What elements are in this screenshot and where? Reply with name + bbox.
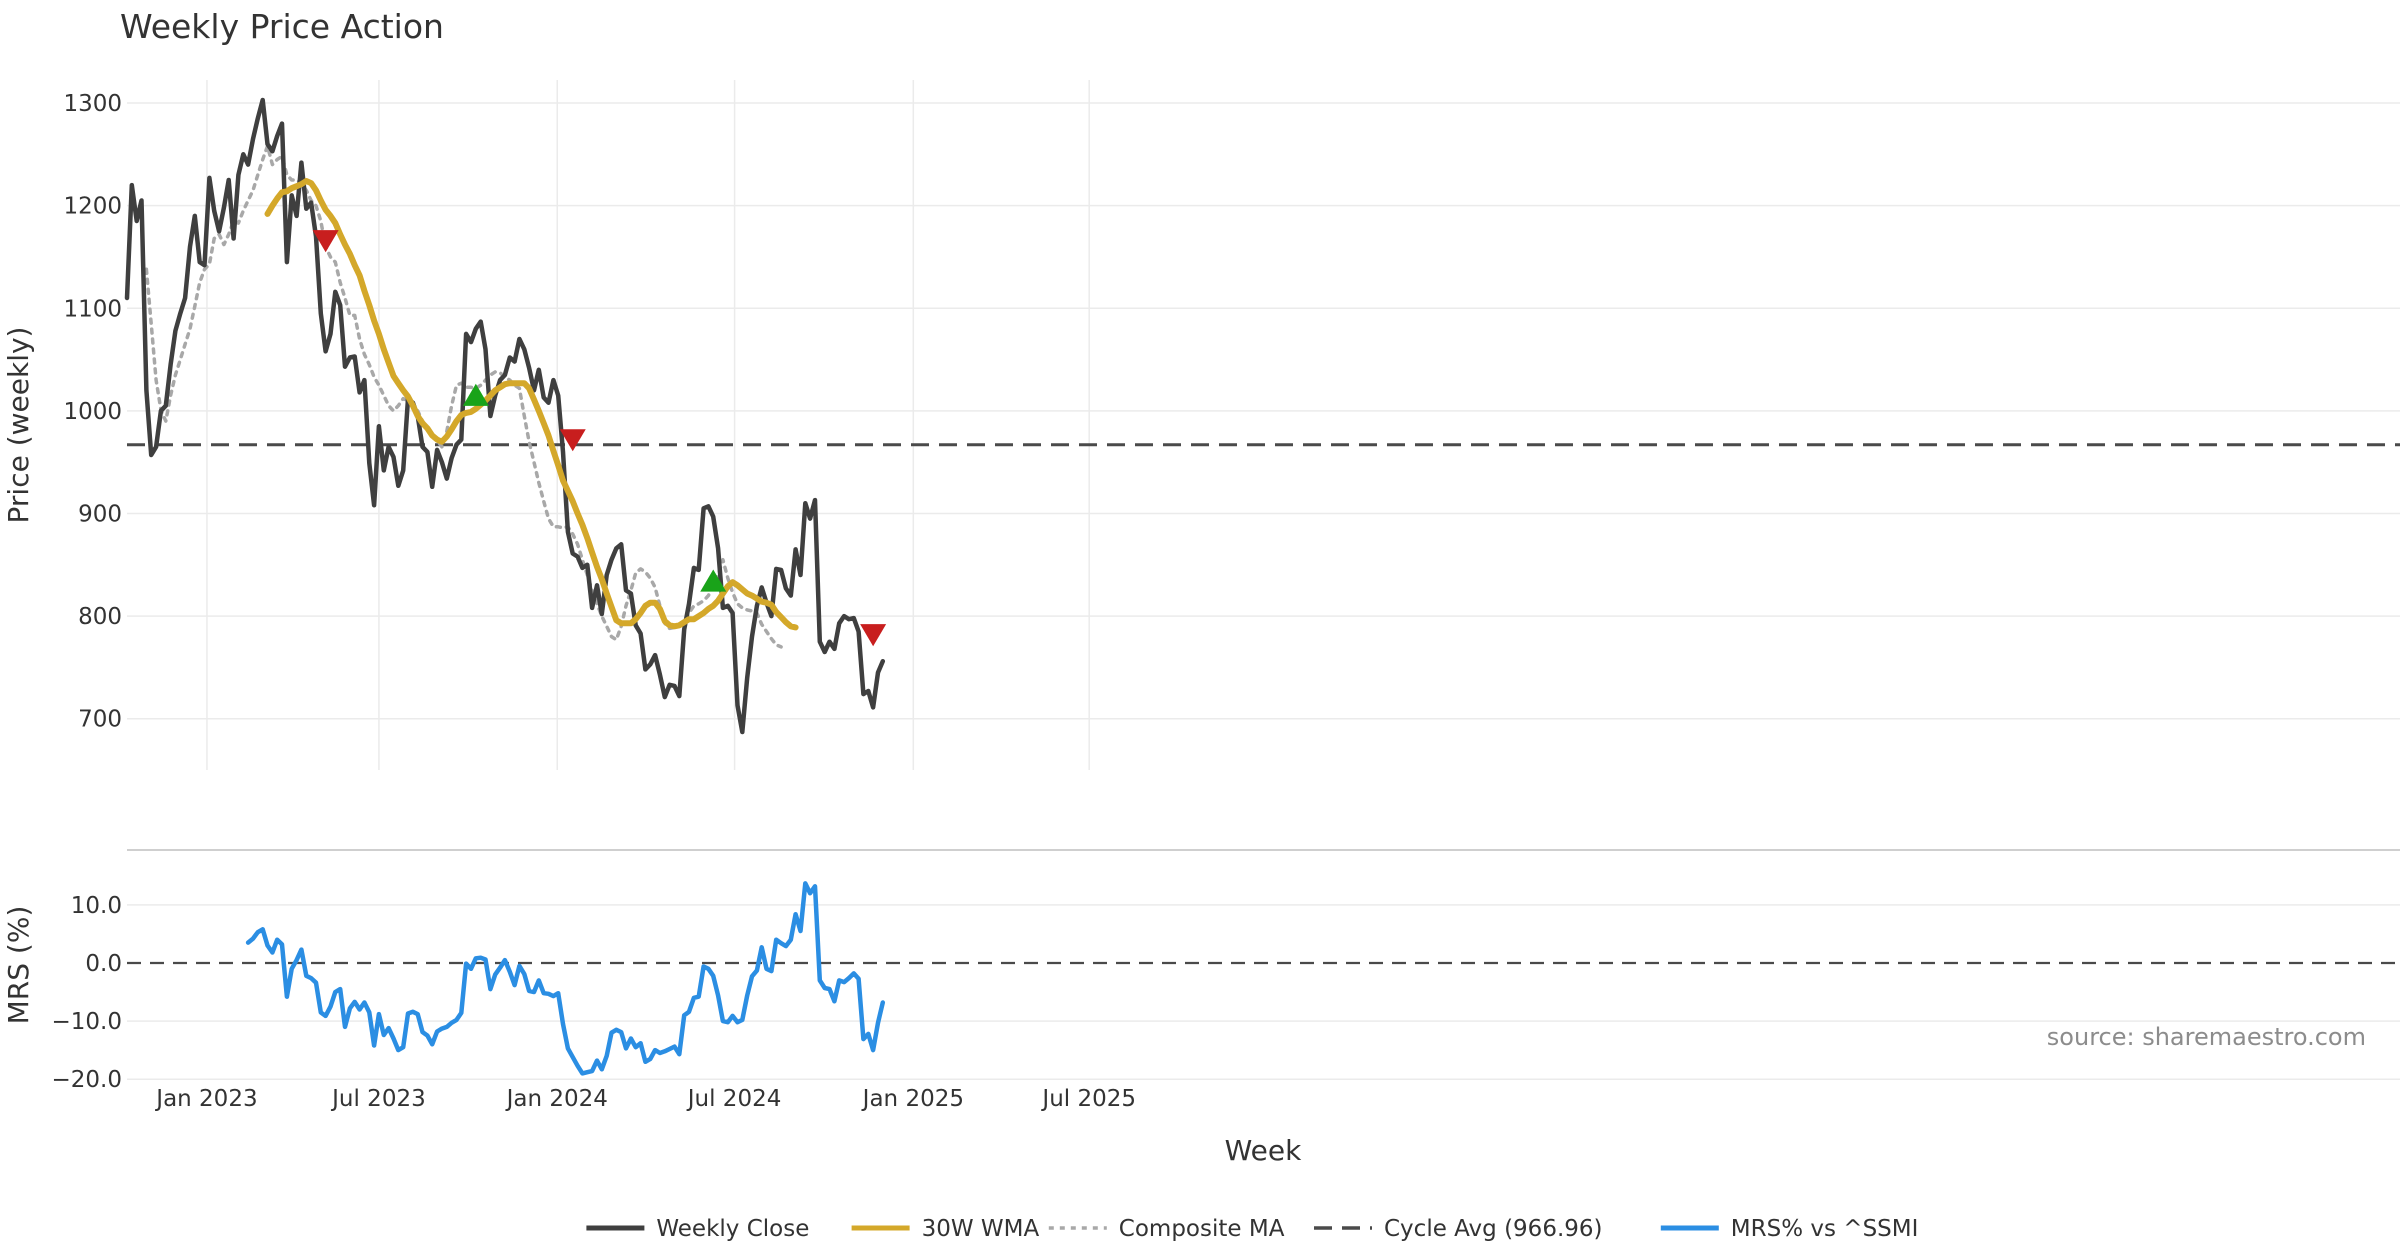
x-tick-label: Jul 2024 <box>686 1086 782 1112</box>
x-axis-label: Week <box>1225 1134 1302 1167</box>
sell-signal-marker <box>860 624 887 647</box>
chart-title: Weekly Price Action <box>120 7 444 46</box>
legend: Weekly Close 30W WMA Composite MA Cycle Avg… <box>586 1216 1918 1242</box>
mrs-y-tick-label: 0.0 <box>85 951 122 977</box>
price-y-tick-label: 1300 <box>63 91 122 117</box>
mrs-y-tick-label: −20.0 <box>52 1067 122 1093</box>
sell-signal-marker <box>312 230 339 253</box>
price-y-tick-label: 1000 <box>63 399 122 425</box>
x-tick-label: Jan 2024 <box>505 1086 608 1112</box>
legend-item: MRS% vs ^SSMI <box>1660 1216 1919 1242</box>
legend-label: 30W WMA <box>922 1216 1040 1242</box>
legend-label: MRS% vs ^SSMI <box>1731 1216 1919 1242</box>
buy-signal-marker <box>700 569 727 592</box>
mrs-y-axis-label: MRS (%) <box>2 906 35 1025</box>
signal-markers <box>312 230 887 647</box>
price-panel: 700 800 900 1000 1100 1200 1300 Price (weekly) <box>2 80 2400 770</box>
source-label: source: sharemaestro.com <box>2047 1023 2366 1051</box>
x-tick-label: Jul 2025 <box>1040 1086 1136 1112</box>
legend-item: 30W WMA <box>851 1216 1040 1242</box>
legend-item: Composite MA <box>1048 1216 1285 1242</box>
mrs-line <box>245 881 886 1076</box>
buy-signal-marker <box>462 383 489 406</box>
price-y-tick-label: 900 <box>78 501 122 527</box>
mrs-y-tick-label: 10.0 <box>71 893 122 919</box>
price-y-tick-label: 700 <box>78 707 122 733</box>
x-tick-label: Jan 2025 <box>861 1086 964 1112</box>
x-tick-label: Jan 2023 <box>154 1086 257 1112</box>
legend-item: Cycle Avg (966.96) <box>1314 1216 1603 1242</box>
price-y-tick-label: 1200 <box>63 194 122 220</box>
price-y-tick-label: 1100 <box>63 296 122 322</box>
legend-item: Weekly Close <box>586 1216 809 1242</box>
legend-label: Composite MA <box>1119 1216 1285 1242</box>
legend-label: Cycle Avg (966.96) <box>1384 1216 1603 1242</box>
price-y-axis-label: Price (weekly) <box>2 327 35 524</box>
wma-30w-line <box>264 178 799 631</box>
mrs-gridlines <box>127 904 2400 1080</box>
mrs-y-ticks: −20.0 −10.0 0.0 10.0 <box>52 893 122 1093</box>
weekly-close-line <box>124 97 886 735</box>
mrs-panel: −20.0 −10.0 0.0 10.0 MRS (%) source: sharem… <box>2 881 2400 1093</box>
sell-signal-marker <box>559 429 586 452</box>
price-y-tick-label: 800 <box>78 604 122 630</box>
legend-label: Weekly Close <box>656 1216 809 1242</box>
mrs-y-tick-label: −10.0 <box>52 1009 122 1035</box>
price-gridlines <box>127 80 2400 770</box>
price-y-ticks: 700 800 900 1000 1100 1200 1300 <box>63 91 122 733</box>
x-tick-label: Jul 2023 <box>330 1086 426 1112</box>
x-axis-ticks: Jan 2023 Jul 2023 Jan 2024 Jul 2024 Jan 2025… <box>154 1086 1136 1112</box>
